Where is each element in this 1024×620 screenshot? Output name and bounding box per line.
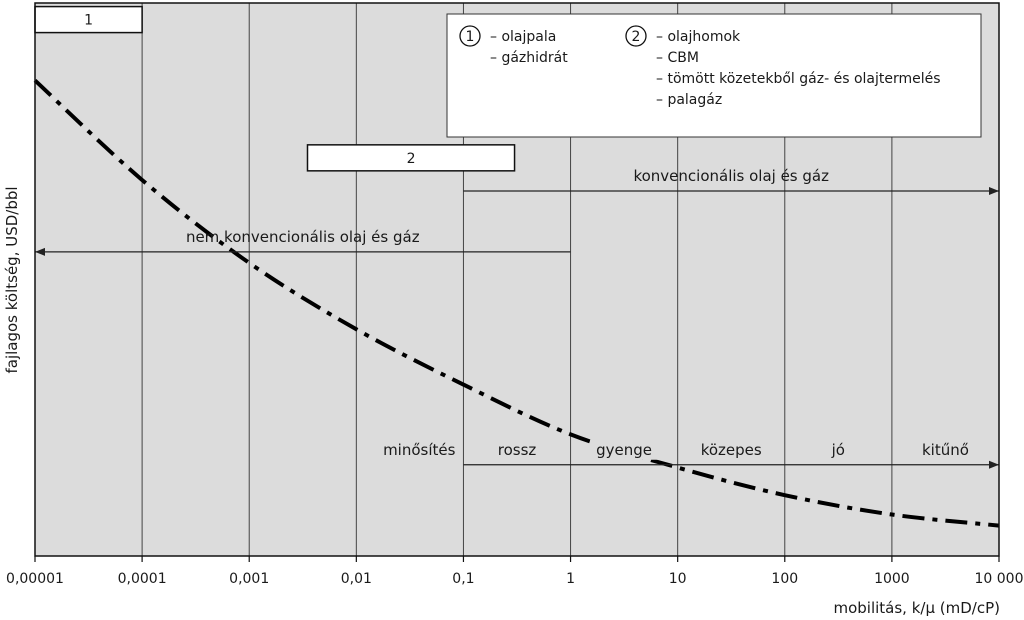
legend-item: – gázhidrát [490, 50, 568, 66]
legend-marker-label: 2 [632, 29, 641, 45]
cost-curve [33, 78, 1000, 528]
rating-title: minősítés [383, 441, 456, 459]
rating-label-bg [590, 439, 659, 460]
rating-label-bg [804, 439, 873, 460]
legend-item: – CBM [656, 50, 699, 66]
rating-label-bg [483, 439, 551, 460]
x-axis-label: mobilitás, k/µ (mD/cP) [833, 599, 1000, 617]
rating-label: közepes [701, 441, 762, 459]
range-box [34, 5, 143, 34]
x-tick-label: 1000 [874, 571, 910, 587]
rating-label: jó [831, 441, 845, 459]
legend-item: – tömött közetekből gáz- és olajtermelés [656, 71, 941, 87]
y-axis-label: fajlagos költség, USD/bbl [3, 186, 21, 373]
x-tick-label: 10 000 [975, 571, 1024, 587]
plot-frame [34, 2, 1000, 557]
legend-marker-label: 1 [466, 29, 475, 45]
x-tick-label: 0,01 [341, 571, 372, 587]
x-tick-label: 10 [669, 571, 687, 587]
range-box-label: 2 [407, 151, 416, 167]
x-tick-label: 0,001 [229, 571, 269, 587]
x-tick-label: 1 [566, 571, 575, 587]
arrow-label: nem konvencionális olaj és gáz [186, 228, 420, 246]
legend-marker [625, 25, 647, 47]
arrow-head [989, 460, 999, 469]
range-box [306, 144, 516, 172]
arrow-head [35, 247, 45, 256]
x-tick-label: 100 [771, 571, 798, 587]
arrow-label: konvencionális olaj és gáz [633, 167, 829, 185]
rating-label-bg [697, 439, 766, 460]
legend-item: – olajhomok [656, 29, 741, 45]
legend-marker [459, 25, 481, 47]
rating-label-bg [911, 439, 980, 460]
x-tick-label: 0,00001 [6, 571, 64, 587]
arrow-head [989, 187, 999, 196]
x-tick-label: 0,1 [452, 571, 474, 587]
range-box-label: 1 [84, 13, 93, 29]
legend-item: – palagáz [656, 92, 722, 108]
legend-box [446, 13, 982, 138]
rating-label: rossz [498, 441, 537, 459]
rating-label: gyenge [596, 441, 652, 459]
rating-label: kitűnő [922, 441, 969, 459]
legend-item: – olajpala [490, 29, 556, 45]
x-tick-label: 0,0001 [118, 571, 167, 587]
